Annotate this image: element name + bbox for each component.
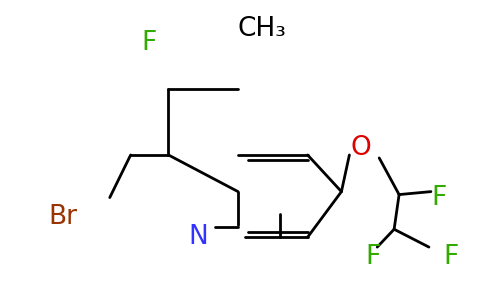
Text: CH₃: CH₃ — [238, 16, 287, 42]
Text: Br: Br — [48, 204, 77, 230]
Text: F: F — [443, 244, 458, 270]
Text: O: O — [351, 135, 372, 161]
Text: F: F — [365, 244, 381, 270]
Text: N: N — [188, 224, 208, 250]
Text: F: F — [431, 184, 446, 211]
Text: F: F — [141, 30, 156, 56]
